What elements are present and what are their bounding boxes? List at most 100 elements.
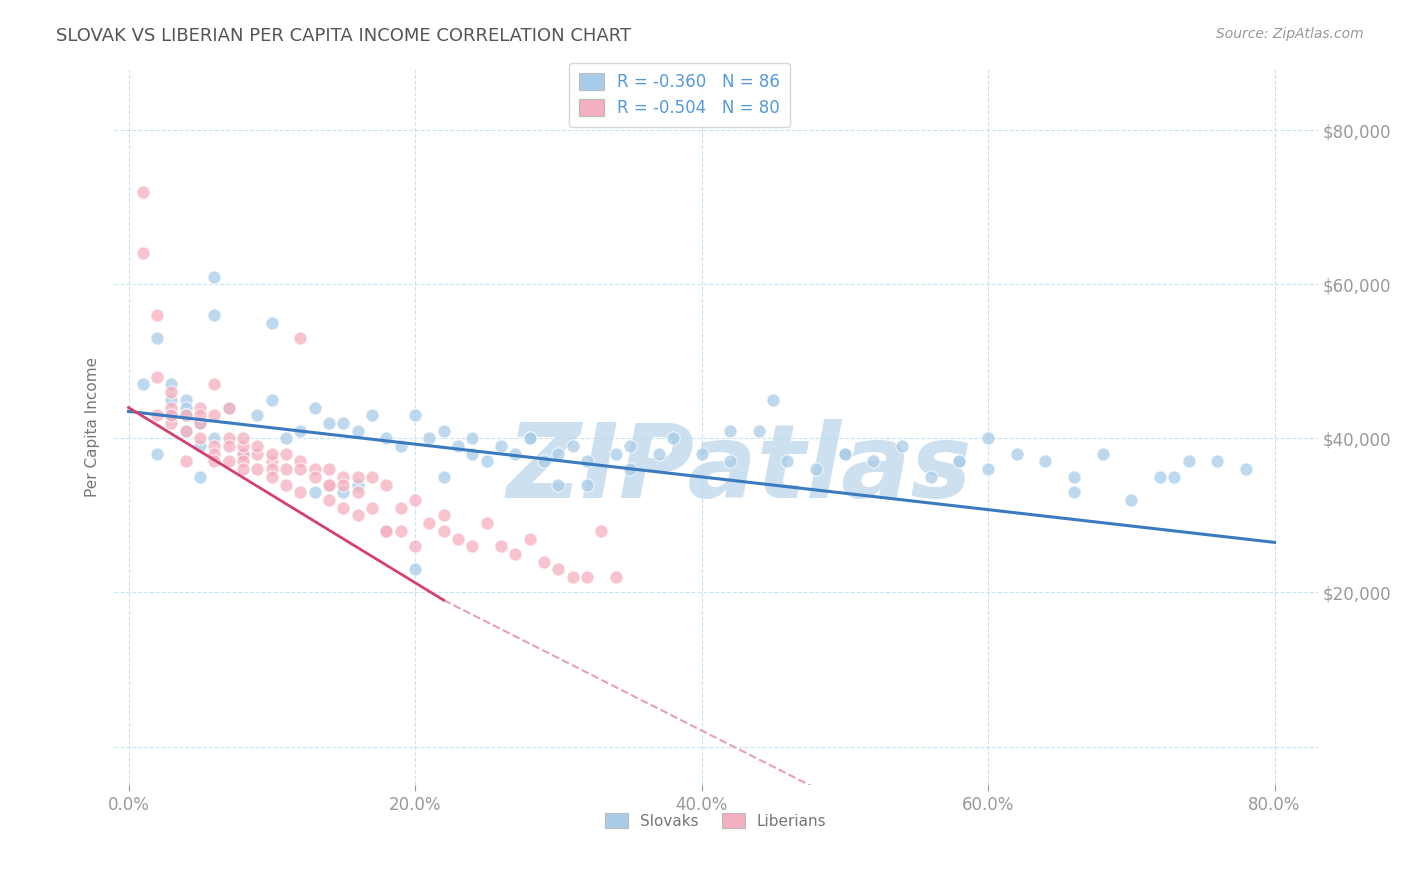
- Point: [447, 439, 470, 453]
- Point: [461, 447, 484, 461]
- Point: [290, 454, 312, 468]
- Point: [647, 447, 669, 461]
- Point: [274, 462, 297, 476]
- Point: [290, 331, 312, 345]
- Point: [260, 316, 283, 330]
- Point: [547, 477, 569, 491]
- Point: [204, 439, 226, 453]
- Point: [519, 532, 541, 546]
- Point: [748, 424, 770, 438]
- Point: [174, 409, 197, 423]
- Point: [132, 377, 155, 392]
- Point: [1234, 462, 1257, 476]
- Point: [375, 477, 398, 491]
- Point: [146, 308, 169, 322]
- Point: [389, 500, 412, 515]
- Point: [204, 269, 226, 284]
- Point: [290, 462, 312, 476]
- Point: [404, 493, 426, 508]
- Point: [762, 392, 785, 407]
- Point: [160, 377, 183, 392]
- Point: [575, 454, 598, 468]
- Point: [232, 454, 254, 468]
- Point: [862, 454, 884, 468]
- Point: [218, 401, 240, 415]
- Point: [503, 547, 526, 561]
- Point: [489, 439, 512, 453]
- Point: [204, 308, 226, 322]
- Point: [246, 439, 269, 453]
- Point: [1149, 470, 1171, 484]
- Point: [188, 416, 211, 430]
- Point: [1163, 470, 1185, 484]
- Point: [361, 470, 384, 484]
- Point: [619, 439, 641, 453]
- Point: [605, 570, 627, 584]
- Point: [1063, 485, 1085, 500]
- Point: [174, 409, 197, 423]
- Point: [718, 454, 741, 468]
- Point: [920, 470, 942, 484]
- Point: [174, 392, 197, 407]
- Point: [160, 409, 183, 423]
- Point: [218, 439, 240, 453]
- Point: [375, 524, 398, 538]
- Point: [174, 424, 197, 438]
- Point: [304, 401, 326, 415]
- Point: [260, 470, 283, 484]
- Text: ZIPatlas: ZIPatlas: [508, 419, 973, 520]
- Point: [232, 439, 254, 453]
- Point: [332, 500, 354, 515]
- Point: [977, 462, 1000, 476]
- Point: [290, 485, 312, 500]
- Point: [174, 401, 197, 415]
- Point: [605, 447, 627, 461]
- Point: [891, 439, 914, 453]
- Point: [948, 454, 970, 468]
- Point: [218, 431, 240, 445]
- Point: [503, 447, 526, 461]
- Point: [188, 416, 211, 430]
- Point: [332, 485, 354, 500]
- Point: [218, 401, 240, 415]
- Point: [489, 539, 512, 553]
- Point: [404, 562, 426, 576]
- Point: [232, 447, 254, 461]
- Point: [547, 447, 569, 461]
- Point: [461, 539, 484, 553]
- Point: [519, 431, 541, 445]
- Point: [188, 416, 211, 430]
- Point: [418, 431, 440, 445]
- Point: [575, 477, 598, 491]
- Point: [188, 401, 211, 415]
- Point: [318, 477, 340, 491]
- Point: [575, 570, 598, 584]
- Point: [346, 470, 368, 484]
- Point: [404, 409, 426, 423]
- Legend: Slovaks, Liberians: Slovaks, Liberians: [599, 806, 832, 835]
- Text: SLOVAK VS LIBERIAN PER CAPITA INCOME CORRELATION CHART: SLOVAK VS LIBERIAN PER CAPITA INCOME COR…: [56, 27, 631, 45]
- Point: [346, 424, 368, 438]
- Point: [160, 392, 183, 407]
- Point: [418, 516, 440, 530]
- Point: [375, 524, 398, 538]
- Point: [561, 439, 583, 453]
- Text: Source: ZipAtlas.com: Source: ZipAtlas.com: [1216, 27, 1364, 41]
- Point: [690, 447, 713, 461]
- Point: [447, 532, 470, 546]
- Point: [290, 424, 312, 438]
- Point: [218, 454, 240, 468]
- Point: [188, 470, 211, 484]
- Point: [318, 493, 340, 508]
- Point: [188, 409, 211, 423]
- Point: [232, 431, 254, 445]
- Point: [204, 454, 226, 468]
- Point: [361, 409, 384, 423]
- Point: [304, 470, 326, 484]
- Point: [619, 462, 641, 476]
- Point: [188, 431, 211, 445]
- Point: [246, 462, 269, 476]
- Point: [146, 369, 169, 384]
- Point: [1121, 493, 1143, 508]
- Point: [533, 555, 555, 569]
